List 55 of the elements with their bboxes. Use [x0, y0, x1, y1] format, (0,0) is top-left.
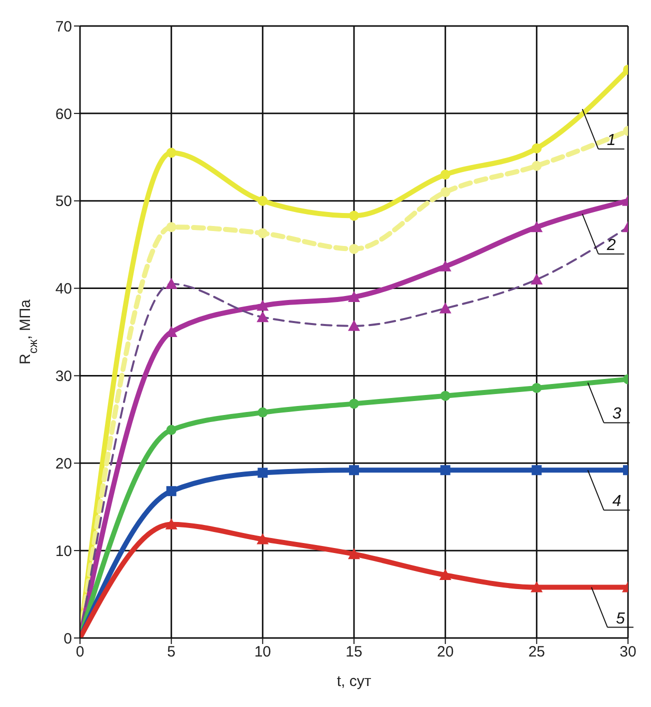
annotation: 4 — [612, 493, 622, 510]
point — [166, 148, 176, 158]
point — [166, 486, 176, 496]
x-tick-label: 20 — [436, 644, 454, 661]
y-tick-label: 30 — [55, 368, 72, 386]
point — [256, 533, 269, 544]
y-tick-label: 10 — [55, 542, 72, 560]
leader-label: 5 — [590, 586, 634, 628]
leader-label: 1 — [582, 108, 625, 150]
point — [440, 465, 450, 476]
y-tick-label: 50 — [55, 193, 72, 210]
x-tick-label: 30 — [620, 644, 636, 661]
y-tick-label: 0 — [64, 630, 72, 648]
x-tick-label: 0 — [76, 644, 84, 661]
point — [349, 398, 359, 409]
point — [348, 291, 360, 302]
point — [165, 518, 178, 530]
point — [256, 300, 269, 311]
x-axis-title: t, сут — [336, 673, 372, 690]
y-tick-label: 40 — [55, 280, 72, 298]
point — [440, 187, 450, 198]
leader-label: 4 — [587, 470, 630, 511]
point — [258, 407, 268, 418]
point — [258, 468, 268, 478]
point — [348, 548, 360, 560]
y-tick-label: 20 — [55, 455, 72, 472]
point — [440, 390, 450, 401]
annotation: 2 — [606, 236, 616, 254]
point — [440, 170, 450, 180]
y-tick-label: 60 — [55, 106, 72, 123]
point — [439, 260, 452, 272]
annotation: 1 — [606, 132, 616, 150]
leader-label: 3 — [587, 382, 630, 424]
point — [258, 196, 268, 206]
point — [349, 210, 359, 221]
point — [530, 581, 543, 592]
x-tick-label: 5 — [167, 644, 176, 661]
annotation: 3 — [612, 406, 622, 423]
x-tick-label: 10 — [254, 644, 272, 661]
point — [532, 465, 542, 476]
point — [532, 160, 542, 171]
point — [532, 382, 542, 393]
annotation: 5 — [616, 610, 626, 628]
x-tick-label: 15 — [346, 644, 362, 661]
point — [258, 228, 268, 238]
point — [532, 143, 542, 154]
point — [530, 221, 543, 232]
y-tick-label: 70 — [55, 18, 72, 36]
point — [349, 244, 359, 254]
x-tick-label: 25 — [528, 644, 546, 661]
point — [349, 465, 359, 476]
point — [166, 424, 176, 435]
leader-label: 2 — [582, 213, 625, 254]
point — [166, 222, 176, 232]
point — [439, 569, 452, 580]
